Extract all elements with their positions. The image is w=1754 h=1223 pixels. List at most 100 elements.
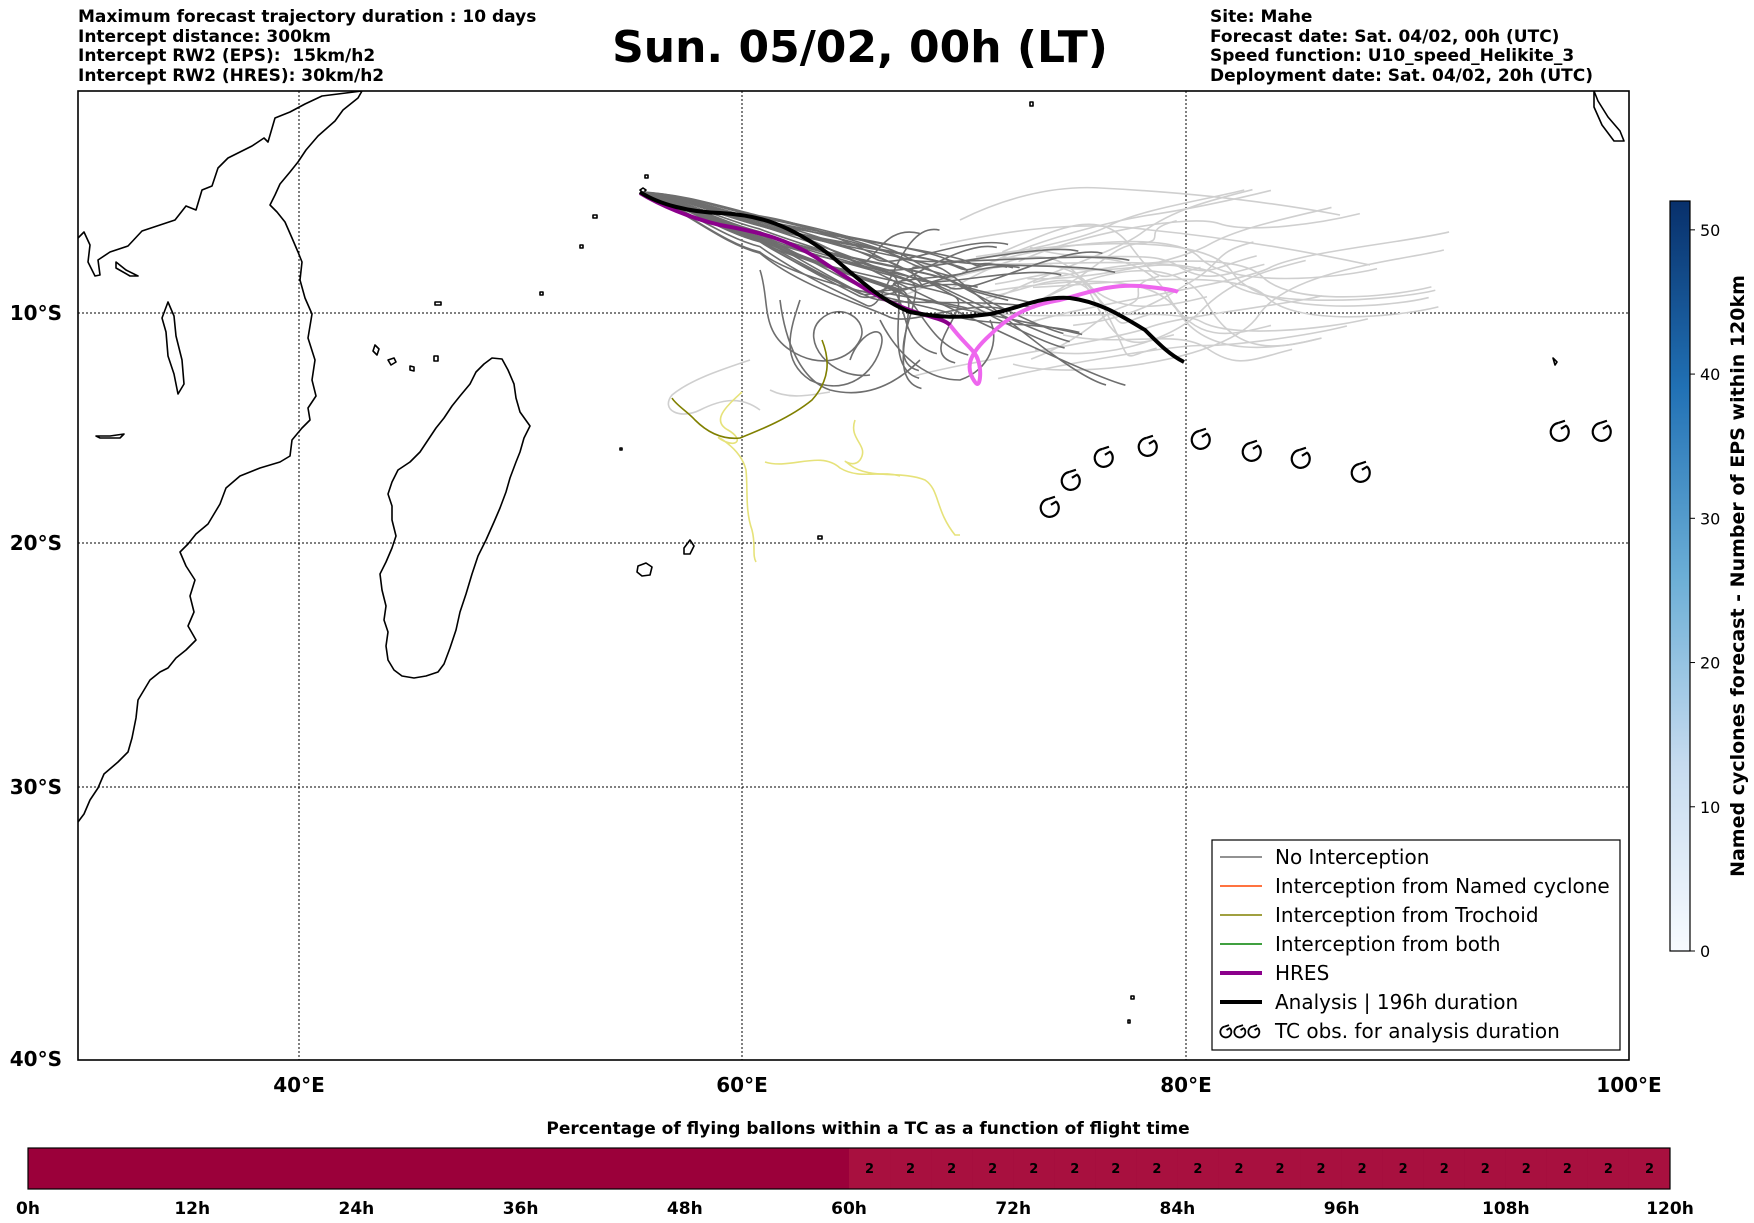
flight-bar-tick-label: 24h xyxy=(339,1199,375,1219)
map-legend: No Interception Interception from Named … xyxy=(1211,839,1621,1051)
flight-bar-title: Percentage of flying ballons within a TC… xyxy=(546,1119,1189,1139)
legend-item-analysis: Analysis | 196h duration xyxy=(1220,990,1518,1014)
flight-bar-cell-value: 2 xyxy=(1604,1162,1613,1177)
legend-item-named-cyclone: Interception from Named cyclone xyxy=(1220,874,1610,898)
lon-tick-label: 80°E xyxy=(1160,1073,1212,1097)
flight-bar-cell xyxy=(1177,1148,1219,1189)
trajectory-line xyxy=(779,299,921,394)
trajectory-line xyxy=(639,191,922,390)
flight-bar-cell xyxy=(1464,1148,1506,1189)
flight-bar-cell xyxy=(1587,1148,1629,1189)
flight-bar-cell-value: 2 xyxy=(988,1162,997,1177)
flight-bar-cell-value: 2 xyxy=(1440,1162,1449,1177)
flight-bar-cell-value: 2 xyxy=(1234,1162,1243,1177)
flight-bar-cell xyxy=(931,1148,973,1189)
flight-bar-tick-label: 12h xyxy=(174,1199,210,1219)
flight-bar-tick-label: 84h xyxy=(1160,1199,1196,1219)
trajectory-line xyxy=(1018,212,1361,263)
flight-bar-cell-value: 2 xyxy=(1152,1162,1161,1177)
lat-tick-label: 40°S xyxy=(10,1047,62,1071)
flight-bar-cell-value: 2 xyxy=(1111,1162,1120,1177)
trajectory-line xyxy=(906,263,1208,308)
flight-bar-cell-value: 2 xyxy=(1399,1162,1408,1177)
flight-bar-cell xyxy=(1259,1148,1301,1189)
flight-bar-cell xyxy=(890,1148,932,1189)
flight-bar-cell-value: 2 xyxy=(1645,1162,1654,1177)
eps-trajectories-light xyxy=(667,186,1450,415)
flight-bar-cell-value: 2 xyxy=(865,1162,874,1177)
flight-bar-cell-value: 2 xyxy=(1070,1162,1079,1177)
legend-label: Analysis | 196h duration xyxy=(1275,990,1518,1014)
trajectory-line xyxy=(1033,269,1322,347)
flight-bar-cell xyxy=(1505,1148,1547,1189)
madagascar-coastline xyxy=(379,357,531,679)
tc-symbol-icon xyxy=(1591,419,1612,442)
page-title: Sun. 05/02, 00h (LT) xyxy=(612,22,1108,73)
lon-tick-label: 100°E xyxy=(1596,1073,1661,1097)
trajectory-line xyxy=(957,261,1436,301)
colorbar-tick-label: 50 xyxy=(1700,221,1720,240)
tc-symbol-icon xyxy=(1137,434,1158,457)
flight-bar-cell xyxy=(1341,1148,1383,1189)
tc-observations xyxy=(1039,419,1612,518)
flight-bar-cell xyxy=(1628,1148,1670,1189)
trajectory-line xyxy=(997,325,1348,380)
flight-bar-cell xyxy=(972,1148,1014,1189)
trochoid-interception-trajectories xyxy=(671,339,828,440)
trajectory-line xyxy=(972,189,1272,272)
legend-label: No Interception xyxy=(1275,845,1429,869)
tc-symbol-icon xyxy=(1241,439,1262,462)
trajectory-line xyxy=(961,240,1378,280)
param-rw2-eps: Intercept RW2 (EPS): 15km/h2 xyxy=(78,46,376,66)
legend-item-both: Interception from both xyxy=(1220,932,1501,956)
tc-symbol-icon xyxy=(1039,495,1060,518)
tc-symbol-icon xyxy=(1290,446,1311,469)
lat-tick-label: 10°S xyxy=(10,301,62,325)
trajectory-line xyxy=(769,389,831,397)
legend-item-tc-obs: TC obs. for analysis duration xyxy=(1219,1019,1560,1043)
flight-bar-cell-value: 2 xyxy=(1481,1162,1490,1177)
trajectory-line xyxy=(717,391,757,563)
flight-bar-cell-value: 2 xyxy=(1276,1162,1285,1177)
reunion-coastline xyxy=(636,562,653,577)
legend-label: Interception from Trochoid xyxy=(1275,903,1539,927)
trajectory-line xyxy=(667,359,761,415)
colorbar-tick-label: 40 xyxy=(1700,365,1720,384)
trajectory-line xyxy=(959,186,1341,221)
trajectory-line xyxy=(1034,259,1306,355)
info-site: Site: Mahe xyxy=(1210,7,1313,27)
coastlines xyxy=(78,91,1625,1024)
trajectory-line xyxy=(974,308,1369,332)
trajectory-line xyxy=(639,191,956,279)
flight-bar-cell xyxy=(849,1148,891,1189)
colorbar-tick-label: 30 xyxy=(1700,509,1720,528)
flight-bar-cell xyxy=(1136,1148,1178,1189)
flight-time-bar: Percentage of flying ballons within a TC… xyxy=(16,1119,1694,1219)
flight-bar-cell xyxy=(1013,1148,1055,1189)
flight-bar-cell-value: 2 xyxy=(1317,1162,1326,1177)
lat-tick-label: 20°S xyxy=(10,531,62,555)
param-rw2-hres: Intercept RW2 (HRES): 30km/h2 xyxy=(78,65,385,86)
trajectory-line xyxy=(939,225,1371,266)
flight-bar-tick-label: 72h xyxy=(995,1199,1031,1219)
analysis-trajectory xyxy=(638,190,1185,364)
run-parameters: Maximum forecast trajectory duration : 1… xyxy=(78,7,536,86)
trajectory-line xyxy=(639,191,998,296)
colorbar-tick-label: 20 xyxy=(1700,654,1720,673)
trajectory-line xyxy=(1032,260,1432,298)
trajectory-line xyxy=(1044,220,1177,299)
trajectory-line xyxy=(639,191,1103,290)
trajectory-line xyxy=(671,339,828,440)
legend-label: Interception from both xyxy=(1275,932,1501,956)
flight-bar-tick-label: 96h xyxy=(1324,1199,1360,1219)
flight-bar-cell-value: 2 xyxy=(1522,1162,1531,1177)
forecast-info: Site: Mahe Forecast date: Sat. 04/02, 00… xyxy=(1210,7,1594,86)
eps-colorbar: 0 10 20 30 40 50 Named cyclones forecast - Nu… xyxy=(1669,200,1749,961)
colorbar-tick-label: 0 xyxy=(1700,942,1710,961)
flight-bar-tick-label: 48h xyxy=(667,1199,703,1219)
tc-symbol-icon xyxy=(1247,1024,1261,1039)
info-deployment-date: Deployment date: Sat. 04/02, 20h (UTC) xyxy=(1210,65,1594,86)
info-forecast-date: Forecast date: Sat. 04/02, 00h (UTC) xyxy=(1210,26,1560,47)
flight-bar-cell-value: 2 xyxy=(1358,1162,1367,1177)
